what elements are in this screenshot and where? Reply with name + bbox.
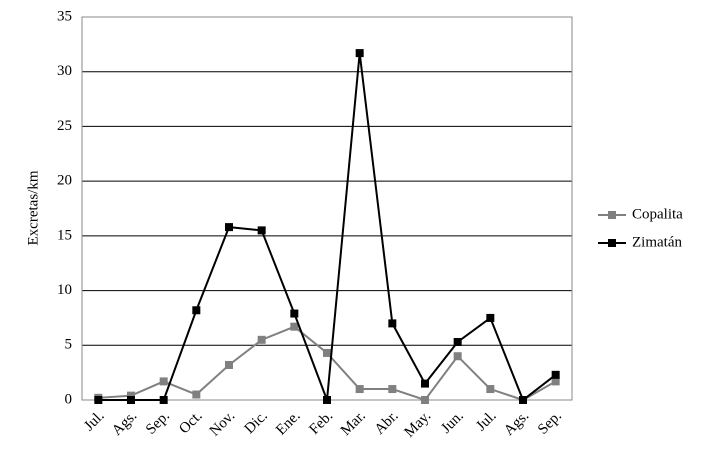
y-tick-label: 5: [65, 337, 73, 353]
marker: [127, 396, 135, 404]
marker: [323, 396, 331, 404]
marker: [421, 379, 429, 388]
y-tick-label: 0: [65, 391, 73, 407]
marker: [355, 385, 364, 394]
marker: [323, 348, 331, 357]
legend-label: Copalita: [632, 206, 683, 222]
x-tick-label: Ags.: [501, 408, 532, 439]
marker: [355, 49, 364, 58]
marker: [290, 322, 299, 331]
y-tick-label: 15: [57, 227, 72, 243]
marker: [421, 396, 429, 404]
x-tick-label: Jun.: [438, 408, 467, 437]
x-tick-label: Oct.: [176, 408, 205, 437]
x-tick-label: Dic.: [242, 408, 271, 437]
y-tick-label: 20: [57, 173, 72, 189]
x-tick-label: Ags.: [109, 408, 140, 439]
legend-label: Zimatán: [632, 234, 682, 250]
marker: [551, 370, 560, 379]
x-tick-label: May.: [402, 408, 435, 441]
legend-marker: [608, 239, 616, 247]
marker: [519, 396, 527, 404]
series-line: [98, 52, 557, 402]
marker: [257, 335, 266, 344]
plot-border: [81, 16, 573, 401]
marker: [159, 396, 168, 404]
x-tick-label: Ene.: [273, 408, 303, 438]
marker: [225, 360, 233, 369]
y-tick-label: 35: [57, 8, 72, 24]
marker: [453, 352, 462, 361]
marker: [486, 385, 495, 394]
marker: [257, 226, 266, 235]
x-tick-label: Nov.: [207, 408, 239, 440]
marker: [388, 385, 397, 394]
y-axis-label: Excretas/km: [25, 170, 41, 245]
marker: [192, 306, 201, 315]
marker: [225, 223, 233, 232]
x-tick-label: Abr.: [372, 408, 402, 438]
marker: [453, 338, 462, 347]
x-tick-label: Sep.: [535, 408, 565, 438]
marker: [127, 391, 135, 400]
marker: [551, 377, 560, 386]
y-tick-label: 30: [57, 63, 72, 79]
marker: [388, 319, 397, 328]
x-tick-label: Mar.: [338, 408, 369, 439]
x-tick-label: Sep.: [143, 408, 173, 438]
x-tick-label: Feb.: [306, 408, 336, 438]
x-tick-label: Jul.: [81, 408, 107, 434]
marker: [94, 396, 103, 404]
y-tick-label: 10: [57, 282, 72, 298]
legend-marker: [608, 211, 616, 219]
marker: [486, 313, 495, 322]
x-tick-label: Jul.: [473, 408, 499, 434]
marker: [192, 390, 201, 399]
marker: [159, 377, 168, 386]
y-tick-label: 25: [57, 118, 72, 134]
marker: [290, 309, 299, 318]
